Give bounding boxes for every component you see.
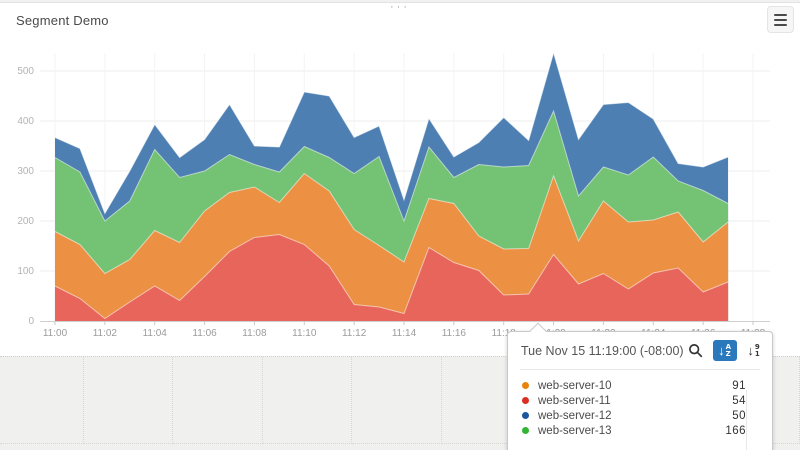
empty-dashboard-cell — [83, 357, 174, 444]
series-name: web-server-13 — [538, 424, 612, 437]
area-edge-web-server-11 — [54, 233, 729, 320]
series-name: web-server-11 — [538, 394, 611, 407]
sort-numeric-desc-icon[interactable]: ↓ 9 1 — [747, 342, 760, 358]
y-axis-label: 500 — [17, 66, 34, 77]
series-value: 54 — [732, 394, 746, 407]
empty-dashboard-cell — [262, 357, 353, 444]
chart-tooltip: Tue Nov 15 11:19:00 (-08:00) ↓ A Z ↓ 9 1 web… — [507, 322, 773, 450]
chart-title: Segment Demo — [16, 13, 109, 28]
area-edge-web-server-13 — [54, 109, 729, 223]
legend-row-web-server-11[interactable]: web-server-11 54 — [508, 393, 772, 408]
y-axis-label: 0 — [28, 316, 34, 327]
series-color-dot — [522, 397, 529, 404]
series-color-dot — [522, 427, 529, 434]
x-axis-label: 11:16 — [442, 328, 467, 339]
empty-dashboard-cell — [173, 357, 263, 444]
y-axis-label: 400 — [17, 116, 34, 127]
legend-row-web-server-10[interactable]: web-server-10 91 — [508, 378, 772, 393]
series-value: 166 — [725, 424, 746, 437]
empty-dashboard-cell — [0, 357, 84, 444]
series-value: 91 — [732, 379, 746, 392]
hamburger-bar — [774, 23, 787, 26]
hamburger-bar — [774, 18, 787, 21]
area-edge-web-server-12 — [54, 51, 729, 215]
y-axis-label: 300 — [17, 166, 34, 177]
series-name: web-server-12 — [538, 409, 612, 422]
tooltip-header: Tue Nov 15 11:19:00 (-08:00) ↓ A Z ↓ 9 1 — [508, 332, 772, 367]
x-axis-label: 11:00 — [43, 328, 68, 339]
series-color-dot — [522, 412, 529, 419]
area-series-web-server-11[interactable] — [55, 234, 729, 322]
x-axis-label: 11:02 — [93, 328, 118, 339]
x-axis-label: 11:12 — [342, 328, 367, 339]
x-axis-label: 11:04 — [143, 328, 168, 339]
search-icon[interactable] — [684, 340, 708, 361]
series-name: web-server-10 — [538, 379, 612, 392]
hamburger-menu-button[interactable] — [767, 6, 794, 33]
tooltip-timestamp: Tue Nov 15 11:19:00 (-08:00) — [521, 343, 684, 358]
chart-panel: Segment Demo ··· 11:00 11:02 11:04 11:06 11:… — [0, 2, 800, 356]
series-color-dot — [522, 382, 529, 389]
area-edge-web-server-10 — [54, 172, 729, 275]
tooltip-legend: web-server-10 91 web-server-11 54 web-server… — [508, 374, 772, 438]
empty-dashboard-cell — [352, 357, 442, 444]
y-axis-label: 200 — [17, 216, 34, 227]
sort-alpha-desc-icon[interactable]: ↓ A Z — [712, 340, 737, 361]
tooltip-value-column-divider — [746, 390, 747, 450]
series-value: 50 — [732, 409, 746, 422]
x-axis-label: 11:14 — [392, 328, 417, 339]
stacked-area-chart[interactable]: 11:00 11:02 11:04 11:06 11:08 11:10 11:12 11:14… — [0, 3, 800, 349]
tooltip-toolbar: ↓ A Z ↓ 9 1 — [684, 340, 766, 361]
x-axis-label: 11:10 — [292, 328, 317, 339]
x-axis-label: 11:06 — [192, 328, 217, 339]
dots-drag-handle-icon[interactable]: ··· — [390, 1, 410, 13]
y-axis-label: 100 — [17, 266, 34, 277]
legend-row-web-server-12[interactable]: web-server-12 50 — [508, 408, 772, 423]
x-axis-label: 11:08 — [242, 328, 267, 339]
tooltip-divider — [520, 369, 760, 370]
hamburger-bar — [774, 13, 787, 16]
legend-row-web-server-13[interactable]: web-server-13 166 — [508, 423, 772, 438]
x-axis-label: 11:18 — [492, 328, 517, 339]
